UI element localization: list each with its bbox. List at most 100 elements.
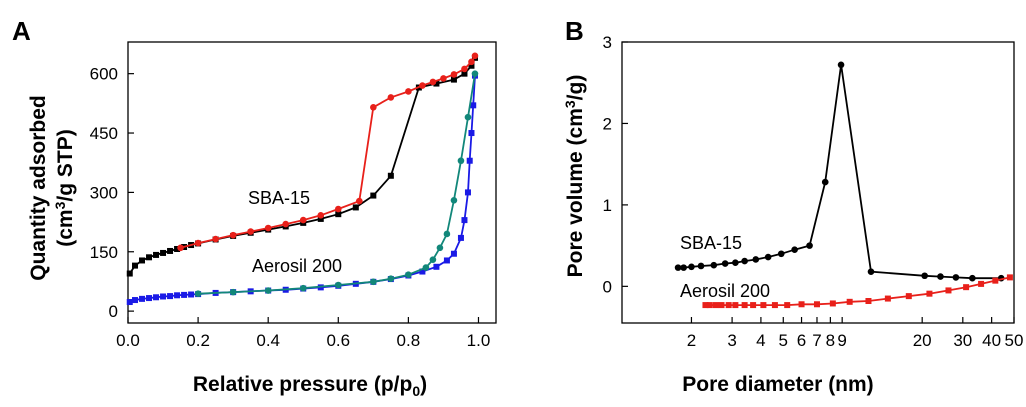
panel-b-series-aerosil-200-point [760,302,767,309]
panel-a-series-sba-15-desorption-point [264,224,272,232]
panel-letter-b: B [565,16,584,46]
panel-b-x-tick-label: 5 [779,331,788,350]
panel-b-series-sba-15-point [721,260,729,267]
panel-b-y-tick-label: 3 [603,33,612,52]
panel-b-series-sba-15-point [952,274,960,281]
panel-a-series-aerosil-200-adsorption-point [468,130,475,137]
panel-b-series-aerosil-200-point [750,302,757,309]
panel-a-y-tick-label: 600 [90,65,118,84]
panel-a-series-aerosil-200-adsorption-point [433,263,440,270]
panel-a-series-sba-15-adsorption-point [468,62,475,69]
panel-a-series-sba-15-desorption-point [461,65,468,73]
panel-a-series-sba-15-desorption-point [419,82,426,89]
panel-a-series-sba-15-desorption-point [370,104,377,111]
panel-b-series-aerosil-200-point [829,300,836,307]
panel-a-series-aerosil-200-desorption-point [457,157,465,165]
panel-b-series-aerosil-200-point [798,301,805,308]
panel-b-series-aerosil-200-point [926,290,933,297]
panel-letter-a: A [12,16,31,46]
panel-b-series-sba-15-point [741,257,748,265]
panel-b-series-aerosil-200-point [784,302,791,309]
panel-a-series-aerosil-200-adsorption-point [464,189,471,196]
panel-a-y-axis-title-line1: Quantity adsorbed [27,95,50,281]
panel-a-series-sba-15-desorption-point [212,235,219,243]
panel-b-series-sba-15-point [732,259,739,267]
panel-b-series-sba-15-point [688,263,695,271]
panel-a-x-tick-label: 0.8 [397,331,421,350]
panel-a-series-aerosil-200-desorption-point [229,288,237,296]
panel-a-series-aerosil-200-adsorption-point [419,268,426,275]
panel-b-x-tick-label: 50 [1005,331,1024,350]
panel-b-series-aerosil-200-point [865,298,872,305]
panel-a-series-sba-15-adsorption-point [146,254,153,261]
panel-a-series-sba-15-adsorption-point [433,80,440,87]
panel-a-axes-frame [127,41,497,324]
panel-b-series-aerosil-200-point [1006,274,1013,281]
panel-a-series-sba-15-desorption-point [247,228,254,235]
panel-a-series-aerosil-200-desorption-point [194,290,202,298]
panel-a-series-sba-15-desorption-point [468,58,475,66]
panel-b-series-aerosil-200-point [978,280,985,287]
panel-b-series-aerosil-200-point [741,302,748,309]
panel-a-series-aerosil-200-adsorption-point [167,293,174,300]
panel-a-y-tick-label: 300 [90,183,118,202]
panel-a-series-sba-15-desorption-point [440,75,447,82]
panel-a-x-tick-label: 0.2 [186,331,210,350]
panel-a-series-sba-15-desorption-point [177,244,184,252]
panel-b-y-axis-title: Pore volume (cm3/g) [562,75,587,278]
panel-a-series-aerosil-200-desorption-point [387,275,395,282]
panel-a-series-aerosil-200-adsorption-point [139,295,146,302]
panel-b-series-aerosil-200-point [905,293,912,300]
panel-a-y-tick-label: 0 [109,302,118,321]
panel-b-series-aerosil-200-point [963,284,970,291]
panel-b-series-sba-15-point [806,242,813,249]
panel-a-y-tick-label: 150 [90,243,118,262]
panel-b-series-sba-15-point [777,250,785,258]
panel-a-series-aerosil-200-adsorption-point [461,217,468,224]
panel-a-series-aerosil-200-adsorption-point [443,257,450,264]
panel-b-x-tick-label: 7 [812,331,821,350]
panel-a-series-sba-15-adsorption-point [153,251,160,258]
panel-a-series-sba-15-adsorption-point [132,262,139,269]
panel-a-series-aerosil-200-desorption-line [198,73,476,295]
panel-a-series-aerosil-200-adsorption-point [146,295,153,302]
panel-a-series-aerosil-200-adsorption-point [470,102,477,109]
panel-a-series-sba-15-desorption-point [317,212,325,219]
panel-b-x-tick-label: 4 [756,331,765,350]
panel-a-series-sba-15-adsorption-point [450,76,457,83]
panel-b-series-aerosil-200-point [945,287,952,294]
panel-b-series-aerosil-200-point [725,302,732,309]
panel-b-series-sba-15-point [791,246,798,253]
panel-a-series-aerosil-200-desorption-point [471,70,479,77]
panel-b-series-aerosil-200-point [813,301,820,308]
panel-a-series-sba-15-adsorption-point [352,204,359,211]
panel-a-series-aerosil-200-adsorption-point [160,293,167,300]
panel-a-annotation-sba15: SBA-15 [248,188,310,208]
panel-b-series-sba-15-point [697,262,705,270]
panel-a-series-sba-15-adsorption-point [174,245,181,252]
panel-b-x-tick-label: 8 [826,331,835,350]
panel-a-series-sba-15-adsorption-point [461,70,468,77]
panel-a-series-sba-15-desorption-point [387,94,395,101]
panel-a-series-sba-15-adsorption-point [335,211,342,218]
panel-a-series-sba-15-desorption-point [194,239,202,247]
panel-a-series-aerosil-200-desorption-point [405,271,412,279]
panel-a-x-axis-title: Relative pressure (p/p0) [193,373,427,399]
panel-a-series-sba-15-desorption-point [356,197,363,205]
panel-b-series-sba-15-point [752,256,760,263]
panel-b-x-tick-label: 30 [953,331,972,350]
panel-a-x-tick-label: 1.0 [467,331,491,350]
panel-a-series-sba-15-adsorption-point [370,192,377,199]
panel-a-series-aerosil-200-desorption-point [443,230,451,238]
panel-b-series-sba-15-point [821,178,829,186]
panel-b-series-aerosil-200-point [846,298,853,305]
panel-a-series-sba-15-adsorption-point [317,215,324,222]
panel-a-x-tick-label: 0.6 [326,331,350,350]
panel-b-series-sba-15-point [937,273,944,280]
panel-b-x-tick-label: 40 [982,331,1001,350]
panel-a-series-sba-15-desorption-point [405,88,412,95]
panel-a-series-sba-15-desorption-point [229,231,237,239]
panel-b-y-tick-label: 2 [603,114,612,133]
